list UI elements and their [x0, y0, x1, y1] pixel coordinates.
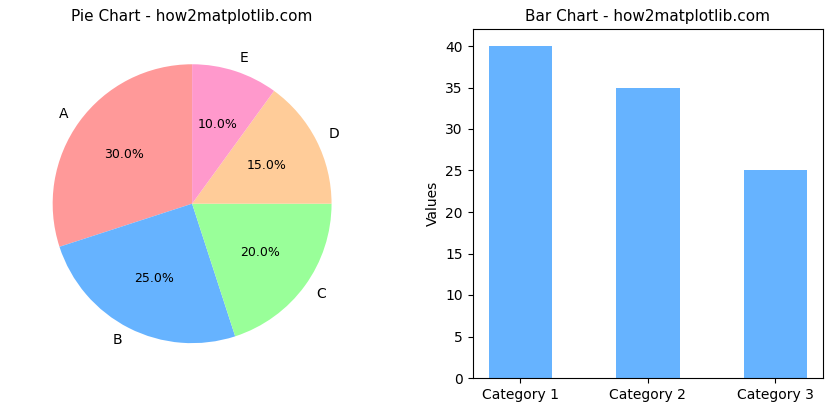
Y-axis label: Values: Values: [426, 181, 439, 226]
Wedge shape: [53, 64, 192, 247]
Bar: [489, 46, 552, 378]
Title: Bar Chart - how2matplotlib.com: Bar Chart - how2matplotlib.com: [525, 9, 770, 24]
Bar: [743, 171, 807, 378]
Text: A: A: [59, 107, 68, 121]
Text: B: B: [113, 333, 123, 347]
Bar: [616, 87, 680, 378]
Wedge shape: [192, 91, 332, 204]
Text: 10.0%: 10.0%: [198, 118, 238, 131]
Text: 30.0%: 30.0%: [104, 148, 144, 161]
Text: 15.0%: 15.0%: [247, 159, 286, 172]
Text: E: E: [239, 51, 249, 65]
Text: 20.0%: 20.0%: [240, 247, 280, 260]
Wedge shape: [192, 64, 274, 204]
Text: D: D: [328, 127, 339, 141]
Wedge shape: [60, 204, 235, 343]
Wedge shape: [192, 204, 332, 336]
Text: 25.0%: 25.0%: [134, 272, 174, 285]
Title: Pie Chart - how2matplotlib.com: Pie Chart - how2matplotlib.com: [71, 9, 312, 24]
Text: C: C: [316, 287, 326, 301]
